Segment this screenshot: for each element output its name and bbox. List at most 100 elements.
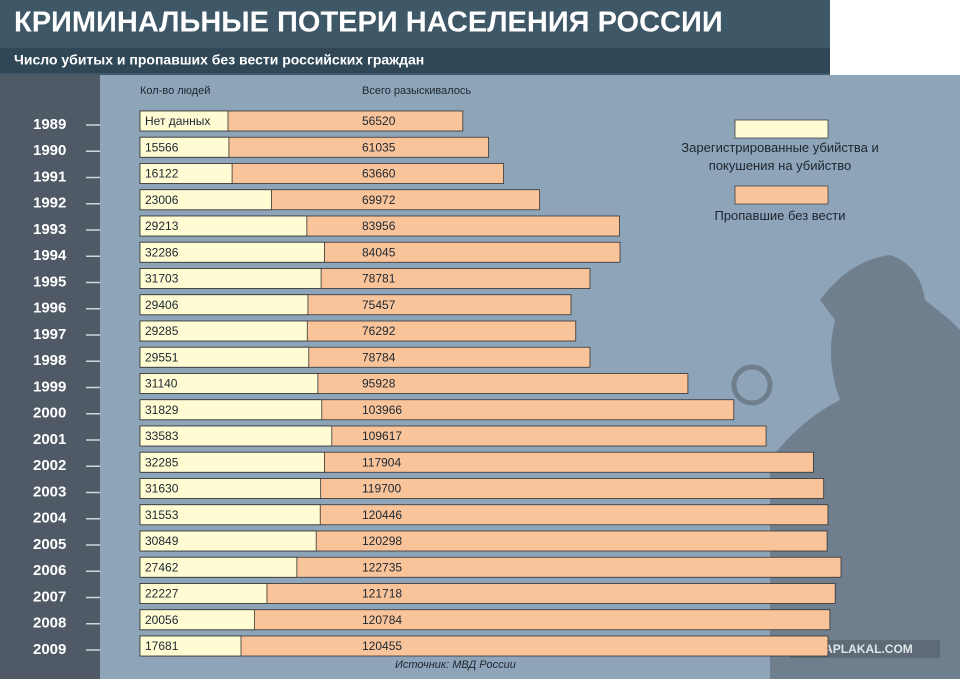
bar-murders: [139, 163, 233, 184]
value-label: 120298: [362, 534, 402, 548]
value-label: 23006: [145, 193, 179, 207]
subtitle-bar: [0, 48, 830, 73]
bar-murders: [139, 425, 333, 447]
bar-murders: [139, 556, 298, 578]
no-data-box: [139, 110, 229, 132]
year-label: 1993: [33, 221, 66, 238]
value-label: 15566: [145, 140, 179, 154]
bar-murders: [139, 136, 230, 158]
value-label: 83956: [362, 219, 396, 233]
legend-swatch: [734, 119, 829, 139]
value-label: 27462: [145, 560, 179, 574]
legend-label: Зарегистрированные убийства и покушения …: [681, 140, 879, 173]
magnifier: [731, 364, 773, 406]
year-label: 1991: [33, 168, 66, 185]
bar-murders: [139, 241, 325, 263]
year-label: 2007: [33, 588, 66, 605]
value-label: 31829: [145, 403, 179, 417]
value-label: 16122: [145, 167, 179, 181]
year-label: 2003: [33, 483, 66, 500]
year-label: 1997: [33, 326, 66, 343]
value-label: 22227: [145, 587, 179, 601]
value-label: 32286: [145, 245, 179, 259]
value-label: 84045: [362, 245, 396, 259]
value-label: 32285: [145, 455, 179, 469]
value-label: 31553: [145, 508, 179, 522]
value-label: 120455: [362, 639, 402, 653]
year-label: 1998: [33, 352, 66, 369]
value-label: 109617: [362, 429, 402, 443]
year-label: 1996: [33, 300, 66, 317]
value-label: 119700: [362, 482, 401, 496]
year-label: 1995: [33, 273, 66, 290]
bar-murders: [139, 530, 317, 552]
bar-missing: [139, 635, 829, 657]
bar-murders: [139, 609, 255, 631]
value-label: 121718: [362, 587, 402, 601]
subtitle: Число убитых и пропавших без вести росси…: [14, 52, 424, 68]
value-label: 33583: [145, 429, 179, 443]
value-label: 31140: [145, 377, 178, 391]
bar-murders: [139, 478, 322, 499]
value-label: 20056: [145, 613, 179, 627]
bar-murders: [139, 320, 308, 342]
value-label: 17681: [145, 639, 179, 653]
value-label: 29406: [145, 298, 179, 312]
value-label: 120446: [362, 508, 402, 522]
year-label: 1990: [33, 142, 66, 159]
value-label: 103966: [362, 403, 402, 417]
value-label: 76292: [362, 324, 396, 338]
bar-murders: [139, 373, 319, 394]
bar-murders: [139, 399, 323, 421]
value-label: 78781: [362, 272, 396, 286]
value-label: 122735: [362, 560, 402, 574]
value-label: 95928: [362, 377, 396, 391]
year-label: 2008: [33, 615, 66, 632]
year-label: 2001: [33, 431, 66, 448]
value-label: 63660: [362, 167, 396, 181]
year-label: 2006: [33, 562, 66, 579]
bar-murders: [139, 189, 272, 211]
year-column: [0, 75, 100, 679]
bar-murders: [139, 346, 310, 368]
year-label: 2004: [33, 510, 67, 527]
title: КРИМИНАЛЬНЫЕ ПОТЕРИ НАСЕЛЕНИЯ РОССИИ: [14, 7, 723, 39]
value-label: 120784: [362, 613, 402, 627]
column-header: Кол-во людей: [140, 85, 210, 97]
year-label: 2000: [33, 405, 66, 422]
legend-label: Пропавшие без вести: [714, 208, 846, 223]
bar-murders: [139, 215, 308, 237]
value-label: 61035: [362, 140, 396, 154]
bar-murders: [139, 583, 268, 604]
year-label: 2009: [33, 641, 66, 658]
bar-murders: [139, 294, 309, 316]
value-label: 29551: [145, 350, 179, 364]
year-label: 1989: [33, 116, 66, 133]
bar-murders: [139, 635, 242, 657]
year-label: 1999: [33, 378, 66, 395]
value-label: 31630: [145, 482, 179, 496]
year-label: 2005: [33, 536, 66, 553]
value-label: 30849: [145, 534, 179, 548]
value-label: 69972: [362, 193, 396, 207]
value-label: 29213: [145, 219, 179, 233]
source: Источник: МВД России: [395, 659, 516, 671]
value-label: 31703: [145, 272, 179, 286]
year-label: 1992: [33, 195, 66, 212]
bar-murders: [139, 268, 322, 289]
value-label: 75457: [362, 298, 396, 312]
legend-swatch: [734, 185, 829, 205]
column-header: Всего разыскивалось: [362, 85, 471, 97]
year-label: 1994: [33, 247, 67, 264]
no-data-label: Нет данных: [145, 114, 210, 128]
value-label: 117904: [362, 455, 401, 469]
watermark: YAPLAKAL.COM: [817, 642, 913, 656]
year-label: 2002: [33, 457, 66, 474]
value-label: 78784: [362, 350, 396, 364]
bar-murders: [139, 451, 325, 473]
value-label: 56520: [362, 114, 396, 128]
bar-murders: [139, 504, 321, 526]
corner-box: [830, 0, 960, 75]
